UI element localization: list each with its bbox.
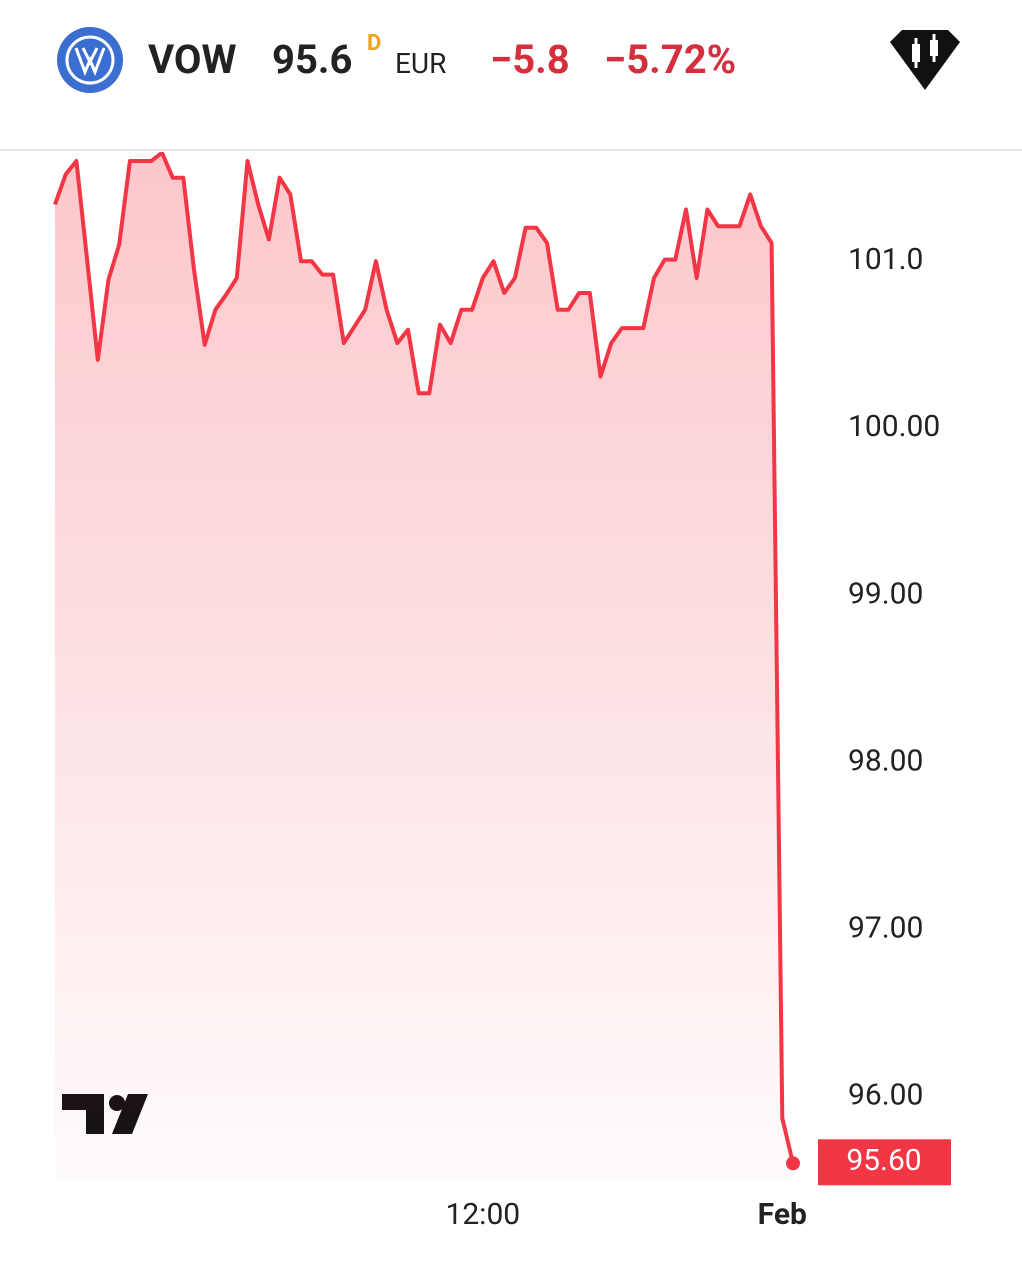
- plot: [53, 152, 795, 1181]
- y-tick-label: 101.0: [848, 242, 923, 277]
- y-tick-label: 97.00: [848, 910, 923, 945]
- brand-logo: [57, 27, 123, 93]
- x-tick-label: Feb: [758, 1197, 807, 1232]
- y-tick-label: 98.00: [848, 743, 923, 778]
- price-tag-label: 95.60: [846, 1143, 921, 1178]
- flag: D: [367, 31, 382, 56]
- chart-style-button[interactable]: [888, 28, 962, 94]
- currency: EUR: [395, 47, 447, 80]
- y-tick-label: 96.00: [848, 1077, 923, 1112]
- y-tick-label: 99.00: [848, 576, 923, 611]
- price-tag: [818, 1139, 951, 1186]
- change-percent: −5.72%: [604, 36, 737, 83]
- last-point: [786, 1156, 800, 1171]
- line: [53, 152, 795, 1164]
- ticker: VOW: [148, 36, 237, 83]
- x-tick-label: 12:00: [445, 1197, 520, 1232]
- change: −5.8: [490, 36, 570, 83]
- area: [55, 152, 793, 1181]
- price: 95.6: [272, 36, 353, 83]
- divider: [0, 149, 1022, 151]
- y-tick-label: 100.00: [848, 409, 940, 444]
